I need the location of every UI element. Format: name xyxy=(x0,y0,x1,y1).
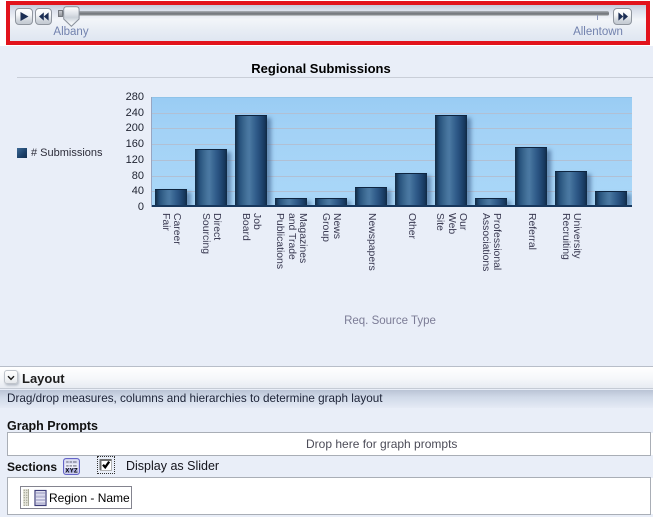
svg-text:XYZ: XYZ xyxy=(65,468,78,475)
